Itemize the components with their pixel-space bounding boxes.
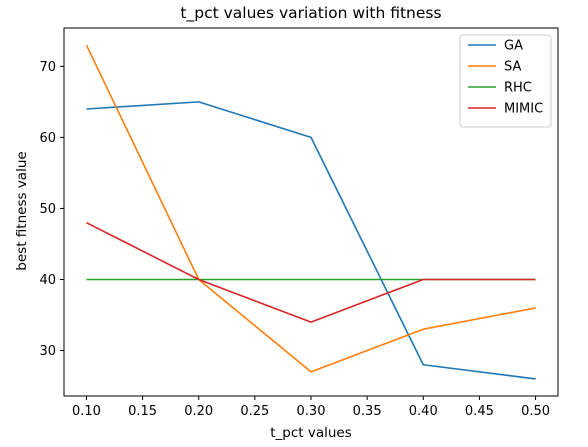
x-tick-label: 0.40 [409, 404, 438, 419]
y-tick-label: 50 [39, 202, 56, 217]
series-line-mimic [86, 221, 536, 323]
y-tick-label: 70 [39, 60, 56, 75]
y-tick-label: 60 [39, 131, 56, 146]
y-axis: 30 40 50 60 70 [39, 60, 64, 359]
legend-label-mimic: MIMIC [504, 102, 543, 117]
legend-label-ga: GA [504, 39, 523, 54]
series-line-ga [86, 101, 536, 380]
y-axis-label: best fitness value [14, 151, 30, 270]
legend-box [459, 34, 552, 128]
series-line-sa [85, 44, 536, 373]
legend: GA SA RHC MIMIC [459, 34, 552, 128]
legend-label-sa: SA [504, 60, 521, 75]
x-tick-label: 0.50 [521, 404, 550, 419]
x-tick-label: 0.30 [297, 404, 326, 419]
plot-area [85, 44, 536, 380]
x-tick-label: 0.10 [72, 404, 101, 419]
x-tick-label: 0.25 [240, 404, 269, 419]
y-tick-label: 30 [39, 344, 56, 359]
x-axis: 0.10 0.15 0.20 0.25 0.30 0.35 0.40 0.45 0.50 [72, 396, 550, 419]
x-tick-label: 0.20 [184, 404, 213, 419]
x-tick-label: 0.45 [465, 404, 494, 419]
chart-title: t_pct values variation with fitness [180, 4, 441, 23]
y-tick-label: 40 [39, 273, 56, 288]
legend-label-rhc: RHC [504, 81, 532, 96]
x-tick-label: 0.35 [353, 404, 382, 419]
x-axis-label: t_pct values [270, 425, 352, 441]
x-tick-label: 0.15 [128, 404, 157, 419]
